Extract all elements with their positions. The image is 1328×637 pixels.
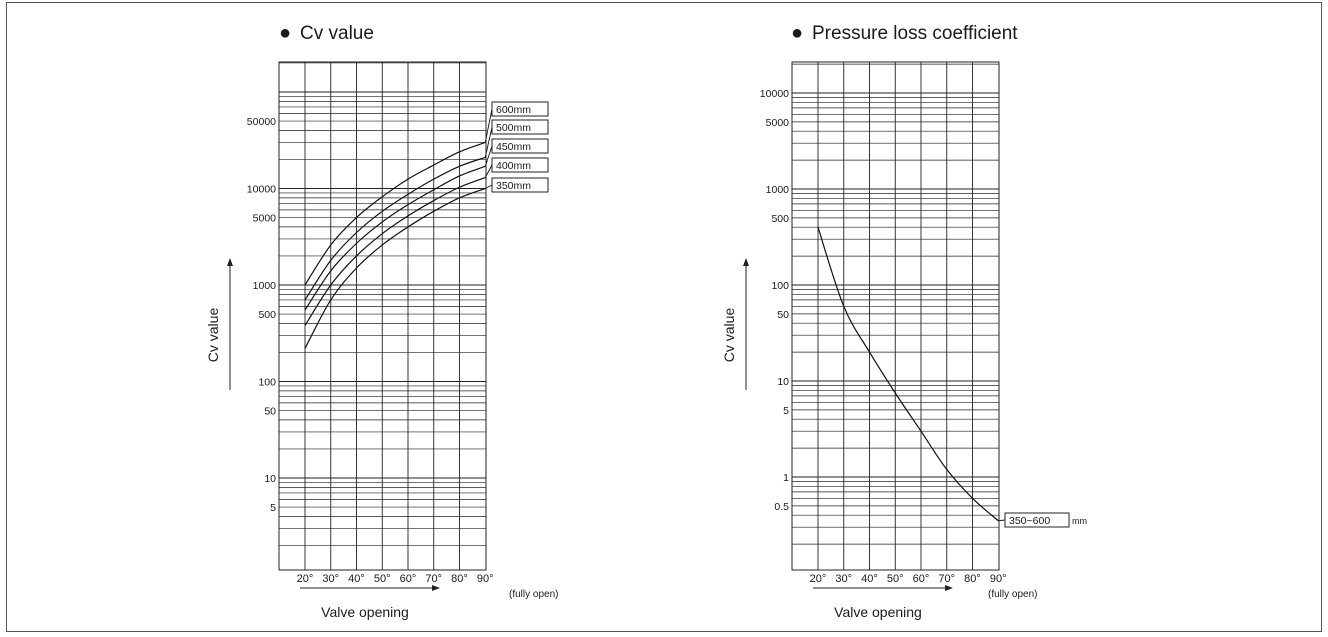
series-lines <box>817 227 1006 522</box>
x-tick-labels: 20° 30° 40° 50° 60° 70° 80° 90° <box>297 573 494 585</box>
y-tick-label: 1000 <box>253 280 277 292</box>
chart-title: ● Pressure loss coefficient <box>791 22 1018 44</box>
y-tick-label: 100 <box>258 377 276 389</box>
x-tick-label: 70° <box>425 573 442 585</box>
x-tick-label: 90° <box>990 573 1007 585</box>
x-tick-label: 30° <box>322 573 339 585</box>
series-leader-line <box>484 108 493 143</box>
series-label-box <box>491 138 549 154</box>
y-tick-label: 10000 <box>760 88 789 100</box>
series-label: 450mm <box>496 141 531 153</box>
horizontal-gridlines <box>792 63 999 545</box>
vertical-gridlines <box>817 62 973 570</box>
figure-frame <box>6 2 1322 632</box>
horizontal-gridlines <box>279 62 486 546</box>
x-axis-label: Valve opening <box>834 604 922 620</box>
y-tick-label: 10000 <box>247 184 276 196</box>
x-tick-label: 20° <box>297 573 314 585</box>
y-tick-label: 50 <box>777 309 789 321</box>
y-tick-label: 500 <box>771 213 789 225</box>
x-tick-label: 80° <box>964 573 981 585</box>
cv-value-chart: ● Cv value 50000100005000100050010050105… <box>205 22 558 620</box>
title-bullet: ● <box>791 22 803 44</box>
x-tick-label: 50° <box>887 573 904 585</box>
series-line <box>304 176 486 326</box>
series-lines <box>304 108 493 349</box>
x-tick-labels: 20° 30° 40° 50° 60° 70° 80° 90° <box>810 573 1007 585</box>
x-end-note: (fully open) <box>988 589 1037 600</box>
x-axis-arrow <box>300 585 440 591</box>
x-axis-arrow <box>813 585 953 591</box>
x-tick-label: 60° <box>400 573 417 585</box>
y-tick-label: 5 <box>783 405 789 417</box>
x-tick-label: 30° <box>835 573 852 585</box>
y-tick-label: 10 <box>264 473 276 485</box>
series-label: 350mm <box>496 180 531 192</box>
series-label: 400mm <box>496 160 531 172</box>
vertical-gridlines <box>304 62 460 570</box>
x-tick-label: 50° <box>374 573 391 585</box>
series-label-box <box>491 119 549 135</box>
pressure-loss-chart: ● Pressure loss coefficient 100005000100… <box>721 22 1087 620</box>
y-tick-label: 50000 <box>247 116 276 128</box>
y-tick-label: 0.5 <box>774 501 789 513</box>
series-labels: 600mm 500mm 450mm 400mm 350mm <box>491 101 549 193</box>
series-label-box <box>491 157 549 173</box>
series-leader-line <box>484 145 493 167</box>
x-tick-label: 80° <box>451 573 468 585</box>
x-end-note: (fully open) <box>509 589 558 600</box>
series-line <box>304 187 486 349</box>
x-tick-label: 20° <box>810 573 827 585</box>
x-tick-label: 40° <box>861 573 878 585</box>
y-tick-label: 1 <box>783 472 789 484</box>
series-line <box>304 156 486 301</box>
series-label-box <box>491 177 549 193</box>
x-tick-label: 70° <box>938 573 955 585</box>
y-tick-labels: 10000 5000 1000 500 100 50 10 5 1 0.5 <box>760 88 789 513</box>
chart-title-text: Pressure loss coefficient <box>812 23 1018 44</box>
chart-title-text: Cv value <box>300 23 374 44</box>
series-leader-line <box>484 126 493 158</box>
series-label: 500mm <box>496 122 531 134</box>
y-axis-label: Cv value <box>205 308 221 363</box>
series-line <box>304 165 486 311</box>
y-tick-label: 100 <box>771 280 789 292</box>
y-tick-label: 50 <box>264 406 276 418</box>
y-axis-label: Cv value <box>721 308 737 363</box>
x-tick-label: 90° <box>477 573 494 585</box>
x-axis-label: Valve opening <box>321 604 409 620</box>
series-labels: 350~600 mm <box>1004 512 1087 528</box>
y-tick-label: 5000 <box>766 117 790 129</box>
x-tick-label: 40° <box>348 573 365 585</box>
series-leader-line <box>484 164 493 178</box>
series-label: 350~600 <box>1009 515 1050 527</box>
y-tick-label: 5 <box>270 502 276 514</box>
y-axis-arrow <box>227 258 233 390</box>
x-tick-label: 60° <box>913 573 930 585</box>
series-leader-line <box>998 519 1006 522</box>
series-unit: mm <box>1072 516 1087 526</box>
series-label-box <box>1004 512 1070 528</box>
y-tick-label: 1000 <box>766 184 790 196</box>
series-leader-line <box>485 184 493 189</box>
y-tick-label: 500 <box>258 309 276 321</box>
series-label-box <box>491 101 549 117</box>
title-bullet: ● <box>279 22 291 44</box>
series-line <box>304 141 486 286</box>
series-label: 600mm <box>496 104 531 116</box>
series-line <box>817 227 999 522</box>
y-axis-arrow <box>743 258 749 390</box>
chart-title: ● Cv value <box>279 22 374 44</box>
y-tick-label: 5000 <box>253 213 277 225</box>
y-tick-labels: 50000 10000 5000 1000 500 100 50 10 5 <box>247 116 276 514</box>
y-tick-label: 10 <box>777 376 789 388</box>
